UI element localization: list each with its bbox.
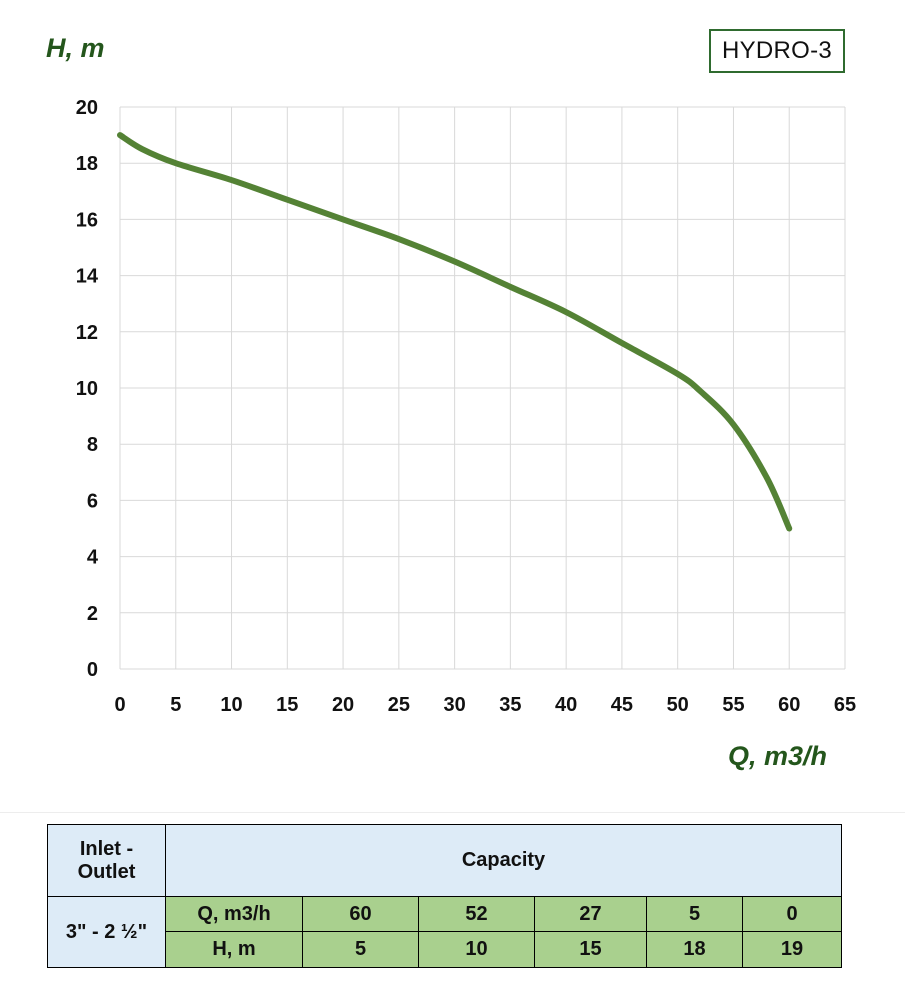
performance-curve — [117, 132, 793, 532]
x-tick-label: 60 — [778, 694, 800, 716]
y-tick-label: 16 — [76, 209, 98, 231]
x-tick-label: 0 — [114, 694, 125, 716]
y-tick-label: 10 — [76, 378, 98, 400]
q-value-2: 52 — [418, 896, 535, 932]
inlet-outlet-value: 3" - 2 ½" — [47, 896, 166, 968]
inlet-header-line2: Outlet — [77, 860, 136, 883]
capacity-table: Inlet - Outlet Capacity 3" - 2 ½" Q, m3/… — [47, 824, 842, 968]
q-value-4: 5 — [646, 896, 743, 932]
x-tick-label: 25 — [388, 694, 410, 716]
h-value-3: 15 — [534, 931, 647, 968]
x-tick-label: 10 — [220, 694, 242, 716]
h-value-1: 5 — [302, 931, 419, 968]
y-tick-label: 6 — [87, 490, 98, 512]
chart-plot: 0 2 4 6 8 10 12 14 16 18 20 0 5 10 15 20 25 30 35 40 45 50 55 6… — [76, 97, 856, 716]
q-value-5: 0 — [742, 896, 842, 932]
x-tick-label: 50 — [667, 694, 689, 716]
h-value-4: 18 — [646, 931, 743, 968]
y-tick-label: 14 — [76, 266, 99, 288]
x-tick-label: 65 — [834, 694, 856, 716]
q-value-3: 27 — [534, 896, 647, 932]
x-tick-label: 30 — [443, 694, 465, 716]
y-tick-label: 18 — [76, 153, 98, 175]
h-value-2: 10 — [418, 931, 535, 968]
y-tick-label: 12 — [76, 322, 98, 344]
y-tick-label: 20 — [76, 97, 98, 119]
x-tick-label: 45 — [611, 694, 633, 716]
q-row-label: Q, m3/h — [165, 896, 303, 932]
capacity-header: Capacity — [165, 824, 842, 897]
x-tick-label: 40 — [555, 694, 577, 716]
x-axis-title: Q, m3/h — [728, 741, 828, 771]
x-tick-label: 55 — [722, 694, 744, 716]
y-tick-label: 4 — [87, 547, 99, 569]
x-tick-label: 5 — [170, 694, 181, 716]
y-axis-title: H, m — [46, 33, 105, 63]
h-row-label: H, m — [165, 931, 303, 968]
inlet-outlet-header: Inlet - Outlet — [47, 824, 166, 897]
q-value-1: 60 — [302, 896, 419, 932]
model-badge: HYDRO-3 — [709, 29, 845, 73]
y-tick-label: 0 — [87, 659, 98, 681]
x-tick-label: 35 — [499, 694, 521, 716]
section-divider — [0, 812, 905, 813]
h-value-5: 19 — [742, 931, 842, 968]
x-tick-label: 15 — [276, 694, 298, 716]
x-tick-label: 20 — [332, 694, 354, 716]
y-tick-label: 8 — [87, 434, 98, 456]
inlet-header-line1: Inlet - — [79, 837, 134, 860]
y-tick-label: 2 — [87, 603, 98, 625]
